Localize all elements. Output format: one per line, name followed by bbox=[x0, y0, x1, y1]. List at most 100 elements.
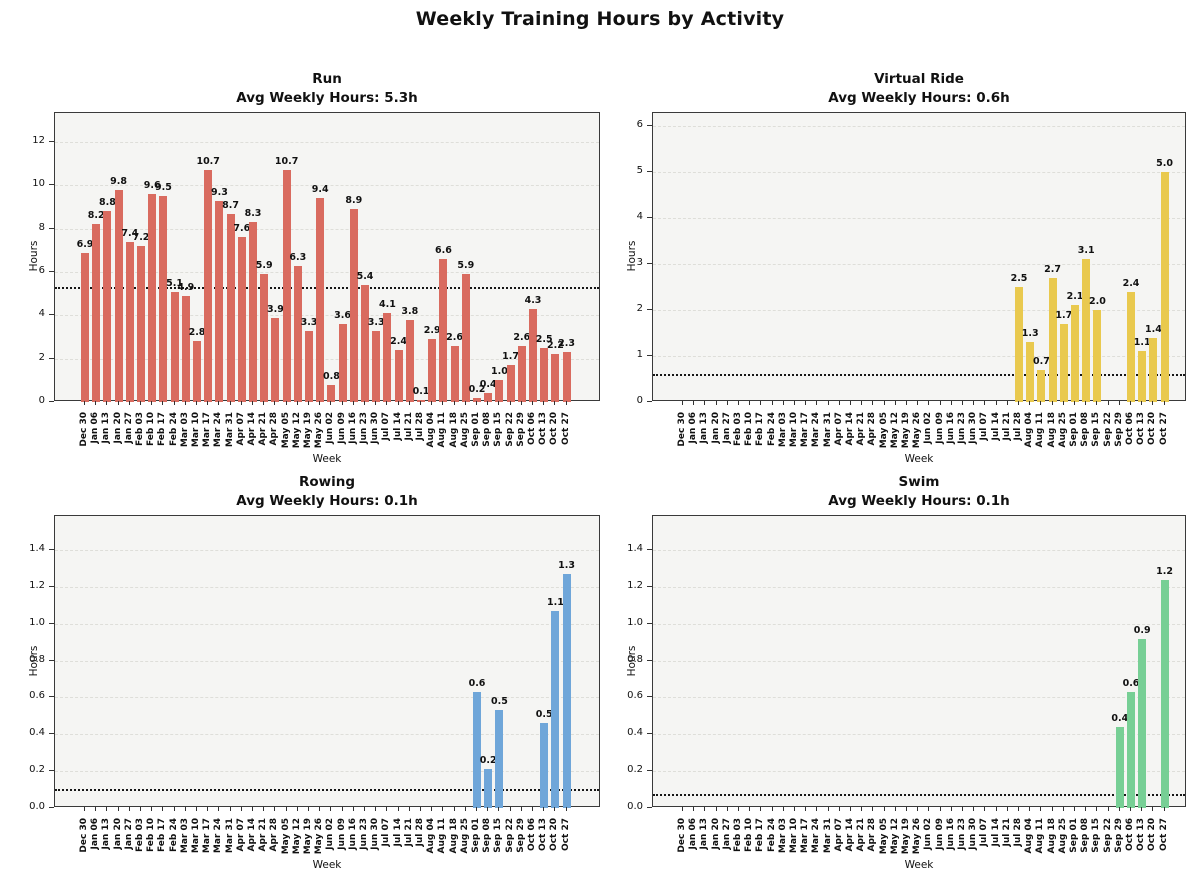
bar-aug-04 bbox=[1026, 342, 1035, 402]
y-tick-label: 3 bbox=[636, 256, 643, 268]
gridline bbox=[653, 771, 1185, 773]
x-tick-mark bbox=[1152, 401, 1154, 405]
x-tick-mark bbox=[726, 807, 728, 811]
bar-value-label: 5.9 bbox=[457, 260, 475, 272]
bar-jul-07 bbox=[383, 313, 392, 402]
x-tick-mark bbox=[1130, 401, 1131, 405]
x-tick-label: Apr 14 bbox=[845, 818, 855, 852]
x-tick-label: Mar 10 bbox=[191, 412, 201, 448]
y-tick-mark bbox=[647, 549, 652, 551]
x-tick-mark bbox=[117, 401, 119, 405]
x-tick-mark bbox=[520, 401, 522, 405]
x-tick-label: Sep 29 bbox=[1113, 412, 1124, 447]
bar-oct-20 bbox=[1149, 337, 1158, 402]
bar-dec-30 bbox=[81, 252, 89, 402]
x-tick-label: May 12 bbox=[889, 412, 900, 449]
bar-sep-22 bbox=[506, 365, 515, 402]
y-tick-mark bbox=[647, 308, 652, 310]
x-tick-mark bbox=[1163, 401, 1165, 405]
x-tick-mark bbox=[84, 807, 85, 811]
x-tick-mark bbox=[207, 401, 209, 405]
gridline bbox=[653, 171, 1185, 173]
bar-value-label: 0.7 bbox=[1032, 355, 1050, 367]
x-tick-mark bbox=[805, 401, 807, 405]
x-tick-mark bbox=[487, 401, 489, 405]
x-tick-label: Jan 13 bbox=[699, 412, 710, 444]
x-tick-label: Oct 13 bbox=[1136, 412, 1147, 445]
y-tick-mark bbox=[647, 770, 652, 772]
average-line bbox=[653, 793, 1185, 796]
x-tick-mark bbox=[715, 807, 717, 811]
x-tick-mark bbox=[928, 807, 930, 811]
x-tick-mark bbox=[1141, 401, 1143, 405]
x-tick-label: Mar 17 bbox=[202, 818, 213, 854]
x-tick-mark bbox=[1062, 807, 1064, 811]
x-tick-mark bbox=[487, 807, 489, 811]
x-tick-mark bbox=[184, 401, 186, 405]
bar-jul-28 bbox=[1015, 286, 1023, 402]
x-tick-label: Aug 11 bbox=[437, 412, 448, 448]
x-tick-label: May 12 bbox=[291, 818, 302, 855]
bar-mar-03 bbox=[181, 295, 190, 402]
gridline bbox=[55, 697, 599, 699]
bar-value-label: 1.7 bbox=[1055, 309, 1073, 321]
bar-sep-15 bbox=[495, 380, 504, 402]
x-tick-mark bbox=[995, 807, 997, 811]
rowing-x-axis-label: Week bbox=[312, 859, 342, 871]
y-tick-label: 1.2 bbox=[29, 579, 45, 591]
x-tick-label: Apr 28 bbox=[867, 412, 878, 446]
x-tick-label: Apr 14 bbox=[247, 412, 257, 446]
bar-value-label: 4.9 bbox=[177, 281, 195, 293]
x-tick-mark bbox=[95, 401, 97, 405]
bar-sep-01 bbox=[473, 691, 481, 808]
y-tick-mark bbox=[647, 354, 652, 356]
y-tick-label: 0.4 bbox=[29, 727, 45, 739]
x-tick-label: Aug 04 bbox=[426, 412, 437, 448]
x-tick-label: Jun 16 bbox=[347, 818, 358, 850]
x-tick-mark bbox=[782, 401, 784, 405]
subplot-swim-subtitle: Avg Weekly Hours: 0.1h bbox=[828, 493, 1010, 509]
bar-oct-13 bbox=[1138, 351, 1147, 402]
subplot-run-subtitle: Avg Weekly Hours: 5.3h bbox=[236, 90, 418, 106]
x-tick-label: Aug 25 bbox=[459, 818, 470, 854]
x-tick-label: Sep 08 bbox=[482, 818, 493, 853]
x-tick-label: Oct 13 bbox=[1136, 818, 1147, 851]
bar-mar-24 bbox=[215, 200, 224, 402]
bar-aug-18 bbox=[450, 345, 459, 402]
y-tick-label: 1.0 bbox=[627, 616, 643, 628]
gridline bbox=[55, 771, 599, 773]
gridline bbox=[653, 217, 1185, 219]
bar-value-label: 0.5 bbox=[490, 696, 508, 708]
x-tick-mark bbox=[861, 401, 863, 405]
x-tick-mark bbox=[296, 401, 298, 405]
bar-jun-02 bbox=[327, 384, 336, 402]
y-tick-mark bbox=[49, 733, 54, 735]
x-tick-mark bbox=[341, 401, 343, 405]
y-tick-mark bbox=[49, 585, 54, 587]
bar-value-label: 0.9 bbox=[1133, 624, 1151, 636]
x-tick-label: Apr 07 bbox=[833, 818, 844, 852]
x-tick-label: Dec 30 bbox=[677, 412, 687, 447]
bar-value-label: 8.7 bbox=[222, 199, 240, 211]
x-tick-label: Feb 24 bbox=[168, 412, 179, 446]
bar-sep-01 bbox=[1071, 305, 1079, 402]
bar-value-label: 2.4 bbox=[1122, 277, 1140, 289]
bar-value-label: 2.7 bbox=[1044, 263, 1062, 275]
bar-may-12 bbox=[293, 265, 302, 402]
x-tick-mark bbox=[397, 807, 399, 811]
x-tick-label: Mar 31 bbox=[822, 412, 833, 448]
x-tick-mark bbox=[749, 401, 751, 405]
bar-sep-08 bbox=[484, 769, 493, 808]
y-tick-label: 0.8 bbox=[29, 653, 45, 665]
bar-value-label: 7.2 bbox=[132, 232, 150, 244]
bar-value-label: 7.6 bbox=[233, 223, 251, 235]
y-tick-mark bbox=[647, 622, 652, 624]
y-tick-label: 0.0 bbox=[627, 801, 643, 812]
gridline bbox=[653, 355, 1185, 357]
x-tick-label: Jun 02 bbox=[923, 818, 934, 850]
x-tick-mark bbox=[386, 807, 388, 811]
subplot-rowing-title: Rowing Avg Weekly Hours: 0.1h bbox=[54, 473, 600, 511]
x-tick-mark bbox=[950, 401, 952, 405]
x-tick-mark bbox=[173, 807, 175, 811]
